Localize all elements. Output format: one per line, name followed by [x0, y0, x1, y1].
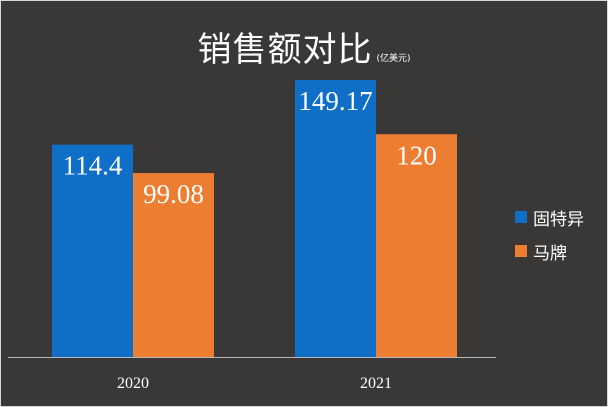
x-tick-label-2021: 2021 [360, 375, 392, 392]
bar-固特异-2021 [295, 80, 376, 358]
legend-item-0: 固特异 [515, 200, 584, 234]
legend: 固特异 马牌 [515, 200, 584, 268]
data-label-固特异-2021: 149.17 [298, 86, 372, 116]
legend-item-1: 马牌 [515, 234, 584, 268]
bar-马牌-2021 [376, 134, 457, 357]
legend-swatch-0 [515, 211, 527, 223]
data-label-固特异-2020: 114.4 [63, 151, 123, 181]
legend-label-1: 马牌 [533, 243, 567, 264]
legend-swatch-1 [515, 245, 527, 257]
bar-固特异-2020 [52, 144, 133, 357]
data-label-马牌-2020: 99.08 [143, 179, 204, 209]
chart-title-block: 销售额对比 (亿美元) [0, 22, 608, 71]
x-tick-label-2020: 2020 [117, 375, 149, 392]
data-label-马牌-2021: 120 [396, 140, 437, 170]
chart-title: 销售额对比 [197, 30, 373, 70]
bar-马牌-2020 [133, 173, 214, 357]
legend-label-0: 固特异 [533, 209, 584, 230]
chart-unit: (亿美元) [376, 54, 411, 64]
